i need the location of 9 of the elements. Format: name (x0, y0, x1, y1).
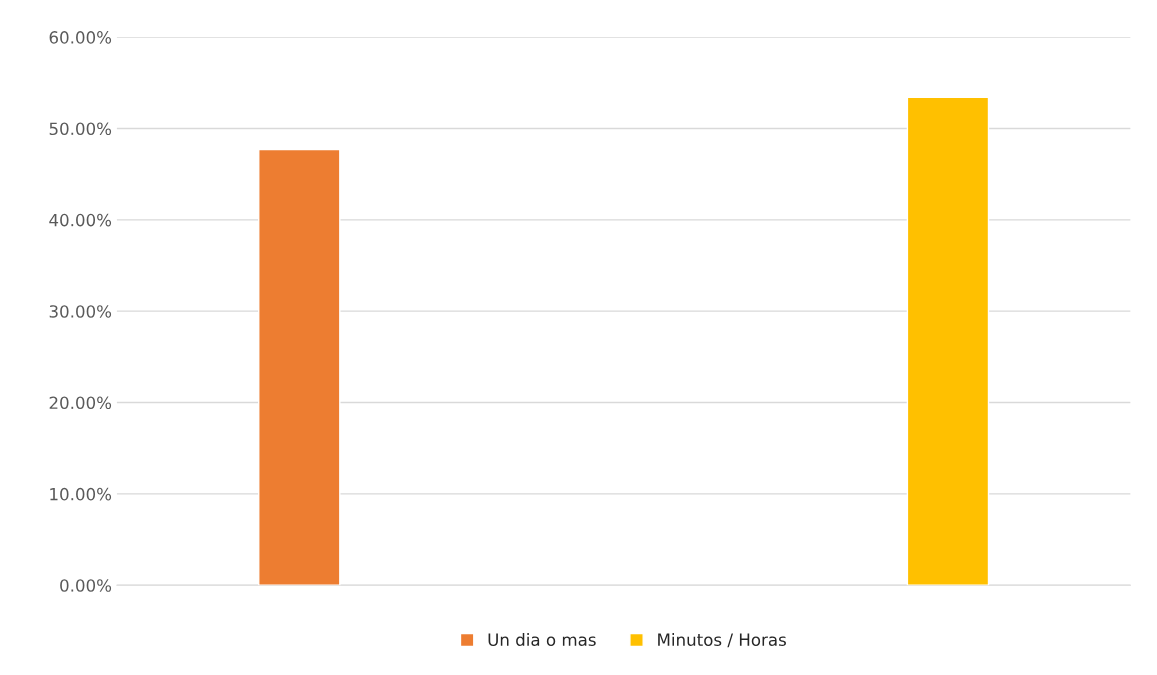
y-tick-label: 20.00% (49, 396, 112, 410)
y-tick-label: 50.00% (49, 122, 112, 136)
y-tick-label: 0.00% (60, 579, 112, 592)
y-tick-label: 40.00% (49, 213, 112, 227)
y-tick-label: 60.00% (49, 31, 112, 44)
legend-label: Minutos / Horas (658, 633, 786, 648)
y-tick-label: 30.00% (49, 305, 112, 318)
legend-label: Un dia o mas (488, 633, 596, 647)
y-tick-label: 10.00% (50, 487, 112, 501)
